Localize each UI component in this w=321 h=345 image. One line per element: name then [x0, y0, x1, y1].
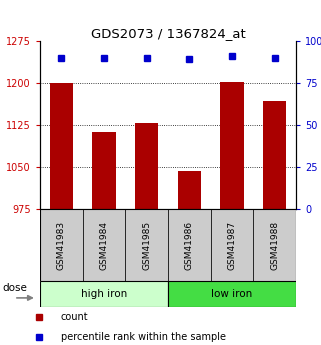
Bar [40, 209, 83, 281]
Text: dose: dose [2, 283, 27, 293]
Bar [263, 101, 286, 209]
Text: percentile rank within the sample: percentile rank within the sample [61, 332, 226, 342]
Bar [178, 171, 201, 209]
Text: count: count [61, 312, 89, 322]
Text: low iron: low iron [211, 289, 253, 299]
Title: GDS2073 / 1367824_at: GDS2073 / 1367824_at [91, 27, 245, 40]
Bar [220, 82, 244, 209]
Bar [125, 209, 168, 281]
Bar [253, 209, 296, 281]
Bar [135, 123, 158, 209]
Bar [40, 281, 168, 307]
Text: high iron: high iron [81, 289, 127, 299]
Text: GSM41987: GSM41987 [228, 220, 237, 269]
Bar [168, 209, 211, 281]
Text: GSM41985: GSM41985 [142, 220, 151, 269]
Bar [92, 132, 116, 209]
Bar [168, 281, 296, 307]
Text: GSM41986: GSM41986 [185, 220, 194, 269]
Bar [83, 209, 125, 281]
Bar [211, 209, 253, 281]
Text: GSM41983: GSM41983 [57, 220, 66, 269]
Bar [50, 83, 73, 209]
Text: GSM41984: GSM41984 [100, 220, 108, 269]
Text: GSM41988: GSM41988 [270, 220, 279, 269]
